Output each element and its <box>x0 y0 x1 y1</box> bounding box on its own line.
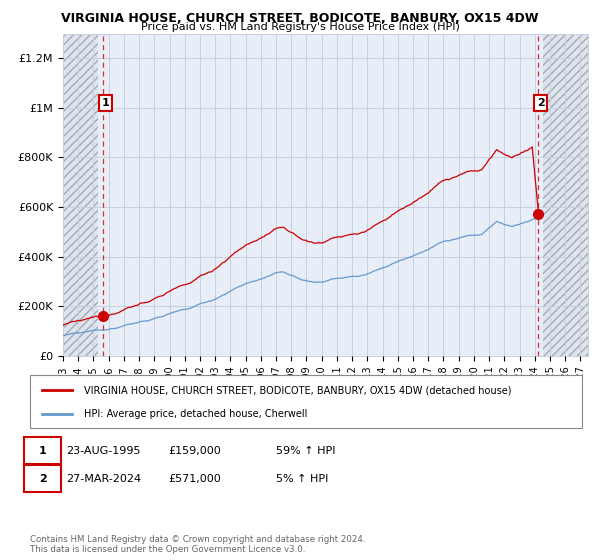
Text: 1: 1 <box>101 98 109 108</box>
Text: 27-MAR-2024: 27-MAR-2024 <box>66 474 141 484</box>
Text: 2: 2 <box>537 98 545 108</box>
Bar <box>63 34 98 356</box>
Text: 59% ↑ HPI: 59% ↑ HPI <box>276 446 335 456</box>
Text: £159,000: £159,000 <box>168 446 221 456</box>
Text: 5% ↑ HPI: 5% ↑ HPI <box>276 474 328 484</box>
Text: 1: 1 <box>39 446 46 456</box>
Text: Contains HM Land Registry data © Crown copyright and database right 2024.
This d: Contains HM Land Registry data © Crown c… <box>30 535 365 554</box>
Text: 2: 2 <box>39 474 46 484</box>
Text: HPI: Average price, detached house, Cherwell: HPI: Average price, detached house, Cher… <box>84 408 307 418</box>
Text: Price paid vs. HM Land Registry's House Price Index (HPI): Price paid vs. HM Land Registry's House … <box>140 22 460 32</box>
Text: 23-AUG-1995: 23-AUG-1995 <box>66 446 140 456</box>
Text: VIRGINIA HOUSE, CHURCH STREET, BODICOTE, BANBURY, OX15 4DW: VIRGINIA HOUSE, CHURCH STREET, BODICOTE,… <box>61 12 539 25</box>
Text: VIRGINIA HOUSE, CHURCH STREET, BODICOTE, BANBURY, OX15 4DW (detached house): VIRGINIA HOUSE, CHURCH STREET, BODICOTE,… <box>84 385 511 395</box>
Text: £571,000: £571,000 <box>168 474 221 484</box>
Bar <box>543 34 588 356</box>
